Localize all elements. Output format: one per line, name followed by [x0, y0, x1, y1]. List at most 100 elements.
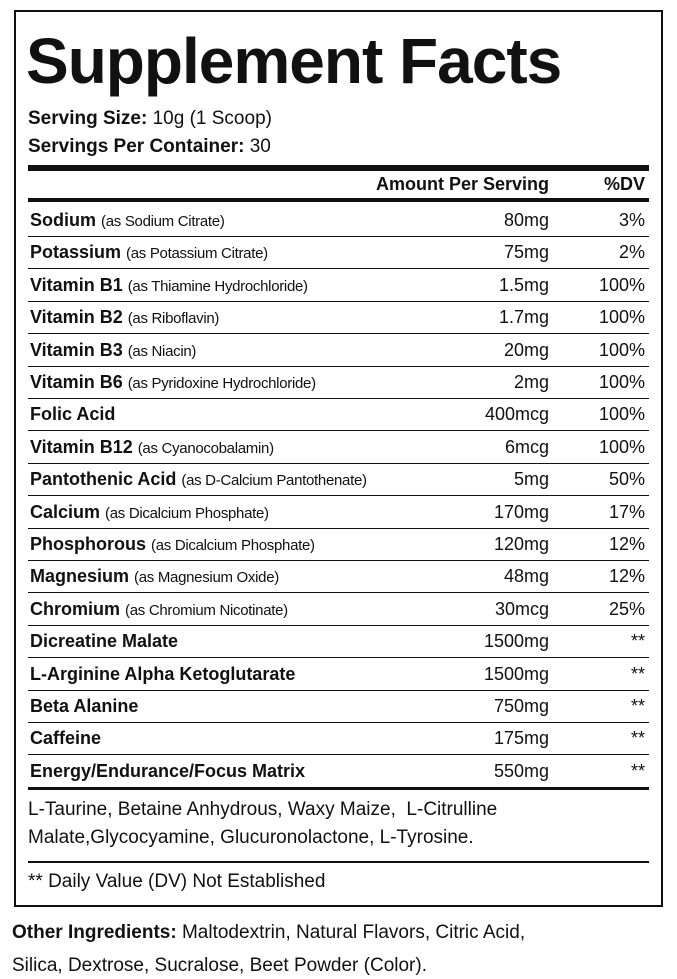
amount: 400mcg [484, 404, 549, 425]
nutrient-label: Vitamin B1 (as Thiamine Hydrochloride) [30, 269, 308, 303]
amount: 30mcg [494, 598, 549, 619]
nutrient-row: Dicreatine Malate 1500mg ** [28, 625, 649, 659]
footnote: ** Daily Value (DV) Not Established [28, 871, 326, 892]
nutrient-source: (as Dicalcium Phosphate) [151, 537, 315, 554]
daily-value: 12% [608, 566, 645, 587]
nutrient-source: (as Magnesium Oxide) [134, 569, 279, 587]
amount: 48mg [503, 566, 549, 587]
nutrient-source: (as Cyanocobalamin) [137, 439, 274, 457]
nutrient-row: L-Arginine Alpha Ketoglutarate 1500mg ** [28, 658, 649, 691]
nutrient-row: Pantothenic Acid (as D-Calcium Pantothen… [28, 463, 649, 497]
amount-header: Amount Per Serving [375, 174, 549, 194]
divider [28, 787, 649, 790]
amount: 6mcg [504, 436, 549, 457]
nutrient-source: (as Dicalcium Phosphate) [105, 504, 269, 522]
amount: 75mg [503, 242, 549, 263]
daily-value: ** [630, 728, 645, 749]
nutrient-label: Potassium (as Potassium Citrate) [30, 236, 268, 270]
nutrient-name: Folic Acid [30, 404, 116, 425]
nutrient-label: L-Arginine Alpha Ketoglutarate [30, 658, 295, 690]
amount: 170mg [493, 501, 549, 522]
nutrient-source: (as Niacin) [127, 342, 197, 360]
amount: 550mg [493, 760, 549, 781]
daily-value: 100% [598, 307, 645, 328]
nutrient-label: Beta Alanine [30, 690, 138, 722]
value: 10g (1 Scoop) [152, 108, 272, 129]
amount: 1.5mg [498, 274, 549, 295]
daily-value: ** [630, 696, 645, 716]
nutrient-label: Caffeine [30, 722, 101, 754]
nutrient-row: Energy/Endurance/Focus Matrix 550mg ** [28, 755, 649, 787]
daily-value: 25% [608, 598, 645, 619]
nutrient-row: Vitamin B2 (as Riboflavin) 1.7mg 100% [28, 301, 649, 335]
nutrient-row: Beta Alanine 750mg ** [28, 690, 649, 723]
nutrient-label: Phosphorous (as Dicalcium Phosphate) [30, 528, 315, 562]
text: Maltodextrin, Natural Flavors, Citric Ac… [181, 922, 526, 943]
nutrient-name: Beta Alanine [30, 696, 139, 716]
daily-value: 100% [598, 372, 645, 392]
divider [28, 198, 649, 202]
line: Silica, Dextrose, Sucralose, Beet Powder… [12, 955, 427, 976]
line: Malate,Glycocyamine, Glucuronolactone, L… [28, 827, 474, 848]
daily-value: 50% [608, 469, 645, 490]
daily-value: 100% [598, 274, 645, 295]
amount: 5mg [513, 469, 549, 490]
nutrient-label: Dicreatine Malate [30, 625, 178, 657]
nutrient-row: Vitamin B6 (as Pyridoxine Hydrochloride)… [28, 366, 649, 399]
daily-value: 100% [598, 339, 645, 360]
nutrient-row: Vitamin B1 (as Thiamine Hydrochloride) 1.… [28, 269, 649, 302]
amount: 750mg [493, 696, 549, 716]
nutrient-label: Vitamin B12 (as Cyanocobalamin) [30, 431, 274, 465]
label: Servings Per Container: [28, 136, 245, 157]
servings-per-container: Servings Per Container: 30 [28, 136, 271, 158]
daily-value: 17% [608, 501, 645, 522]
nutrient-label: Pantothenic Acid (as D-Calcium Pantothen… [30, 463, 367, 497]
nutrient-row: Vitamin B3 (as Niacin) 20mg 100% [28, 334, 649, 367]
nutrient-row: Phosphorous (as Dicalcium Phosphate) 120m… [28, 528, 649, 561]
nutrient-name: Vitamin B6 [30, 372, 123, 392]
daily-value: ** [630, 631, 645, 652]
nutrient-label: Vitamin B2 (as Riboflavin) [30, 301, 219, 335]
nutrient-name: Phosphorous [30, 534, 146, 554]
daily-value: 100% [598, 404, 645, 425]
nutrient-label: Chromium (as Chromium Nicotinate) [30, 593, 288, 627]
amount: 80mg [503, 210, 549, 230]
daily-value: ** [630, 760, 645, 781]
nutrient-name: L-Arginine Alpha Ketoglutarate [30, 663, 296, 684]
daily-value: 3% [618, 210, 645, 230]
label: Serving Size: [28, 108, 148, 129]
nutrient-name: Dicreatine Malate [30, 631, 179, 652]
nutrient-label: Folic Acid [30, 398, 115, 430]
nutrient-source: (as Riboflavin) [127, 310, 220, 328]
daily-value: ** [630, 663, 645, 684]
nutrient-source: (as D-Calcium Pantothenate) [181, 472, 367, 490]
nutrient-label: Energy/Endurance/Focus Matrix [30, 755, 305, 787]
amount: 120mg [493, 534, 549, 554]
nutrient-label: Magnesium (as Magnesium Oxide) [30, 560, 279, 594]
nutrient-row: Sodium (as Sodium Citrate) 80mg 3% [28, 204, 649, 237]
line: L-Taurine, Betaine Anhydrous, Waxy Maize… [28, 799, 498, 820]
dv-header: %DV [603, 174, 645, 194]
nutrient-label: Calcium (as Dicalcium Phosphate) [30, 496, 269, 530]
other-ingredients: Other Ingredients: Maltodextrin, Natural… [12, 916, 525, 979]
daily-value: 100% [598, 436, 645, 457]
nutrient-row: Caffeine 175mg ** [28, 722, 649, 756]
amount: 1500mg [483, 663, 549, 684]
nutrient-row: Folic Acid 400mcg 100% [28, 398, 649, 432]
nutrient-source: (as Pyridoxine Hydrochloride) [127, 375, 316, 392]
nutrient-name: Caffeine [30, 728, 102, 749]
nutrient-name: Chromium [30, 598, 120, 619]
serving-size: Serving Size: 10g (1 Scoop) [28, 108, 272, 130]
title: Supplement Facts [26, 25, 562, 97]
nutrient-row: Potassium (as Potassium Citrate) 75mg 2% [28, 236, 649, 270]
nutrient-name: Sodium [30, 210, 96, 230]
nutrient-source: (as Thiamine Hydrochloride) [127, 277, 308, 295]
facts-panel: Supplement Facts Serving Size: 10g (1 Sc… [14, 10, 663, 907]
daily-value: 2% [618, 242, 645, 263]
matrix-ingredients: L-Taurine, Betaine Anhydrous, Waxy Maize… [28, 796, 497, 852]
amount: 2mg [513, 372, 549, 392]
nutrient-row: Vitamin B12 (as Cyanocobalamin) 6mcg 100% [28, 431, 649, 464]
nutrient-source: (as Sodium Citrate) [101, 213, 225, 230]
nutrient-label: Vitamin B6 (as Pyridoxine Hydrochloride) [30, 366, 316, 400]
